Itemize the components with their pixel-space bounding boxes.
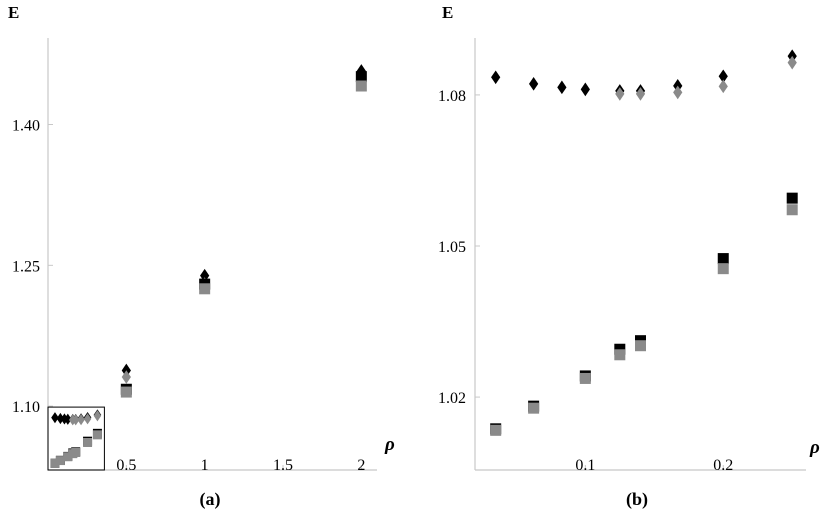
y-tick-label: 1.05 (438, 239, 466, 256)
inset-point-square (55, 456, 65, 466)
inset-point-diamond (83, 413, 92, 425)
data-point-diamond (491, 70, 501, 85)
data-point-diamond (787, 55, 797, 70)
panel-caption: (b) (626, 489, 648, 510)
inset-point-square (92, 430, 102, 440)
data-point-square (614, 343, 626, 355)
x-axis-label: ρ (384, 434, 395, 455)
inset-point-diamond (51, 412, 59, 424)
x-tick-label: 1.5 (273, 457, 293, 474)
data-point-square (786, 204, 798, 216)
data-point-diamond (528, 77, 539, 91)
x-tick-label: 1 (201, 457, 209, 474)
panel-b: 1.02 1.05 1.08 0.1 0.2 Eρ (b) (438, 3, 820, 510)
data-point-square (528, 402, 540, 414)
data-point-diamond (718, 69, 728, 84)
data-point-square (717, 253, 729, 265)
inset-point-square (63, 452, 73, 462)
data-point-square (120, 386, 132, 398)
y-axis-label: E (442, 3, 453, 22)
inset-point-diamond (64, 413, 72, 425)
data-point-square (614, 349, 626, 361)
x-tick-label: 0.5 (116, 457, 136, 474)
panel-a: 1.10 1.25 1.40 0.5 1 1.5 2 Eρ (a) (8, 3, 395, 510)
x-tick-label: 0.2 (713, 457, 733, 474)
y-tick-label: 1.08 (438, 88, 466, 105)
y-tick-label: 1.02 (438, 390, 466, 407)
data-point-diamond (615, 87, 625, 101)
data-point-diamond (718, 79, 728, 94)
x-tick-label: 0.1 (575, 457, 595, 474)
data-point-square (717, 263, 729, 275)
y-tick-label: 1.40 (12, 117, 40, 134)
y-axis-label: E (8, 3, 19, 22)
data-point-square (579, 372, 591, 384)
y-tick-label: 1.25 (12, 258, 40, 275)
panel-caption: (a) (200, 489, 221, 510)
data-point-diamond (580, 82, 590, 97)
inset-point-square (83, 437, 93, 447)
data-point-diamond (673, 85, 683, 100)
x-tick-label: 2 (357, 457, 365, 474)
inset-point-diamond (93, 410, 102, 422)
data-point-square (199, 283, 211, 295)
inset-point-square (50, 458, 60, 468)
data-point-square (490, 424, 502, 436)
data-point-diamond (557, 80, 567, 95)
data-point-square (635, 340, 646, 352)
data-point-square (355, 71, 367, 83)
data-point-square (355, 80, 367, 92)
inset-box (47, 406, 105, 471)
inset-point-diamond (77, 414, 85, 426)
data-point-diamond (121, 370, 131, 384)
data-point-square (786, 192, 798, 204)
data-point-diamond (635, 87, 646, 101)
inset-point-square (71, 447, 81, 457)
y-tick-label: 1.10 (12, 399, 40, 416)
inset-point-diamond (71, 414, 80, 426)
x-axis-label: ρ (809, 437, 820, 458)
